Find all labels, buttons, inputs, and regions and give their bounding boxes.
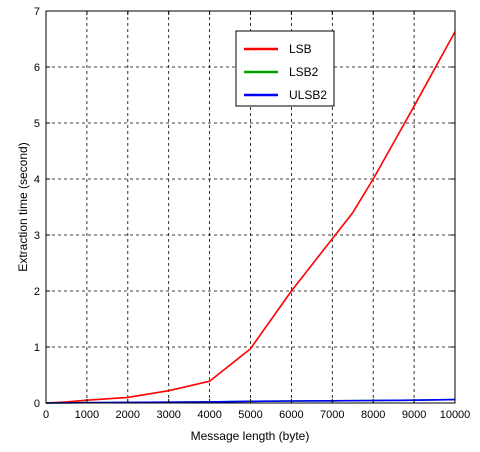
y-tick-label: 1 bbox=[34, 342, 40, 354]
ticks bbox=[45, 10, 456, 404]
y-axis-label: Extraction time (second) bbox=[16, 142, 30, 271]
legend-label-ulsb2: ULSB2 bbox=[289, 88, 327, 102]
legend-label-lsb: LSB bbox=[289, 42, 312, 56]
x-tick-label: 0 bbox=[43, 409, 49, 421]
x-tick-label: 3000 bbox=[156, 409, 180, 421]
series-line-lsb bbox=[45, 31, 456, 404]
x-tick-label: 7000 bbox=[320, 409, 344, 421]
x-tick-label: 6000 bbox=[279, 409, 303, 421]
x-tick-label: 8000 bbox=[361, 409, 385, 421]
x-tick-label: 5000 bbox=[238, 409, 262, 421]
y-tick-label: 4 bbox=[34, 174, 40, 186]
x-tick-label: 10000 bbox=[440, 409, 471, 421]
x-tick-label: 9000 bbox=[402, 409, 426, 421]
y-tick-label: 2 bbox=[34, 286, 40, 298]
legend-label-lsb2: LSB2 bbox=[289, 65, 319, 79]
y-tick-label: 5 bbox=[34, 118, 40, 130]
y-tick-label: 3 bbox=[34, 230, 40, 242]
x-tick-label: 1000 bbox=[75, 409, 99, 421]
legend: LSB LSB2 ULSB2 bbox=[235, 30, 335, 107]
x-axis-label: Message length (byte) bbox=[191, 429, 310, 443]
x-tick-label: 4000 bbox=[197, 409, 221, 421]
y-tick-label: 6 bbox=[34, 62, 40, 74]
tick-labels: 0 1000 2000 3000 4000 5000 6000 7000 8000 9000 100… bbox=[34, 6, 470, 421]
y-tick-label: 7 bbox=[34, 6, 40, 18]
y-tick-label: 0 bbox=[34, 398, 40, 410]
x-tick-label: 2000 bbox=[116, 409, 140, 421]
legend-box bbox=[235, 30, 335, 107]
